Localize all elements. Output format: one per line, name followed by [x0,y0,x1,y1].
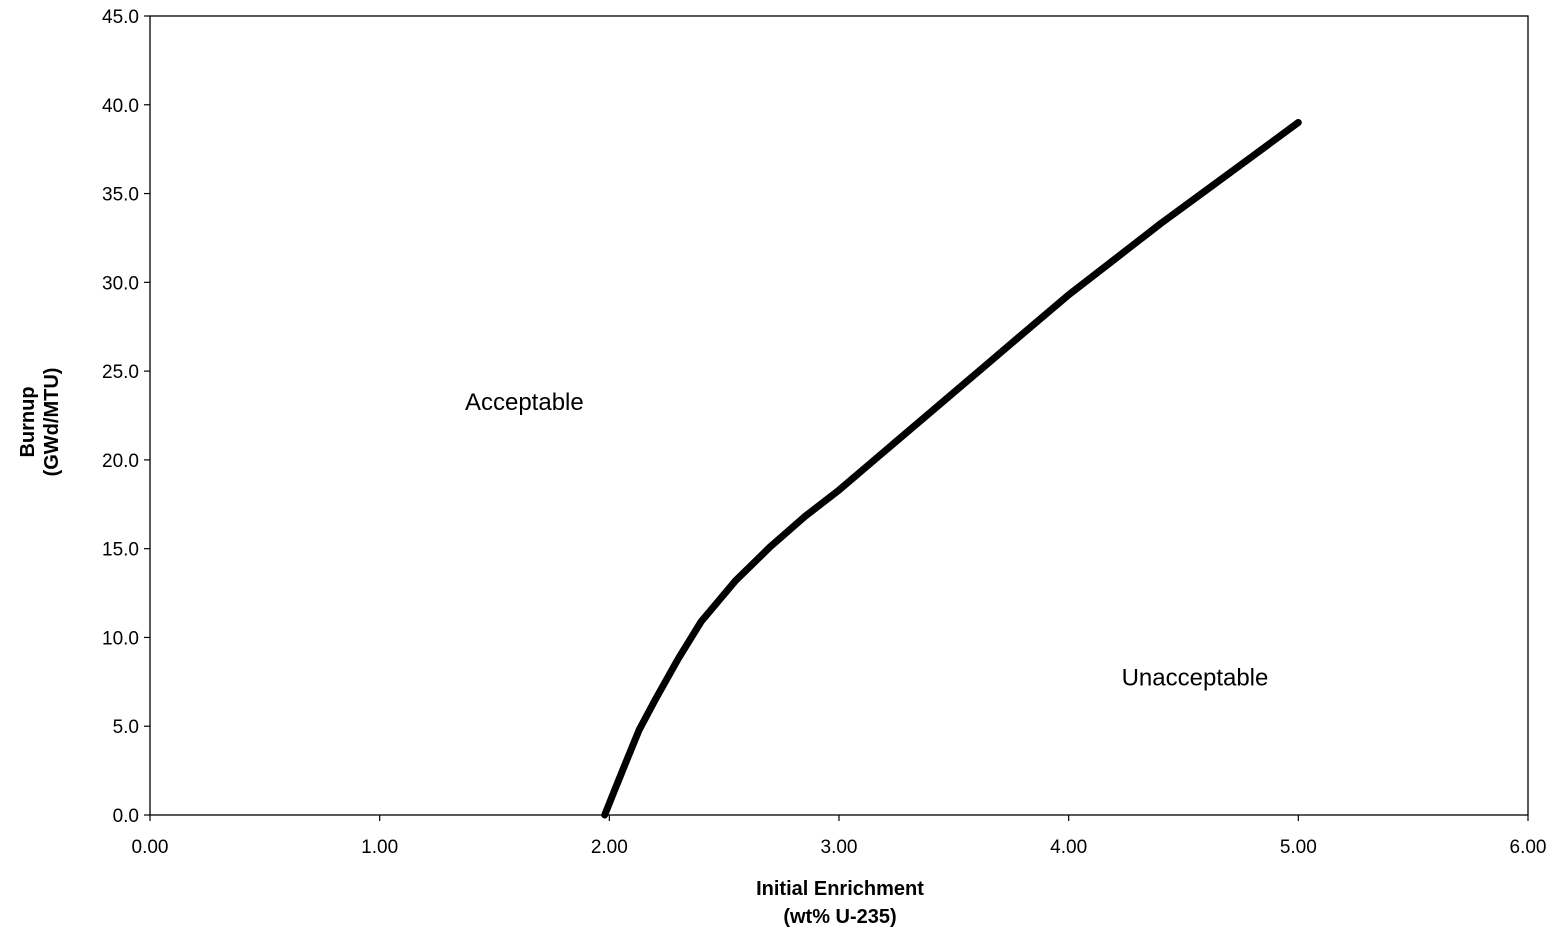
y-tick-label: 45.0 [102,7,139,28]
acceptance-limit-curve [601,119,1302,819]
x-tick-label: 4.00 [1050,837,1087,858]
region-label-acceptable: Acceptable [465,389,584,416]
region-label-unacceptable: Unacceptable [1122,664,1269,691]
x-axis: 0.00 1.00 2.00 3.00 4.00 5.00 6.00 [132,815,1547,858]
x-tick-label: 3.00 [821,837,858,858]
plot-area [149,15,1529,816]
x-tick-label: 5.00 [1280,837,1317,858]
y-tick-label: 0.0 [113,806,139,827]
y-tick-label: 40.0 [102,96,139,117]
y-tick-label: 30.0 [102,273,139,294]
y-tick-label: 5.0 [113,717,139,738]
y-tick-label: 35.0 [102,185,139,206]
x-tick-label: 2.00 [591,837,628,858]
plot-frame [149,15,1529,816]
y-axis-title-line2: (GWd/MTU) [41,368,63,477]
y-tick-label: 10.0 [102,628,139,649]
x-tick-label: 0.00 [132,837,169,858]
x-tick-label: 1.00 [361,837,398,858]
x-axis-title-line2: (wt% U-235) [783,906,896,928]
y-axis: 0.0 5.0 10.0 15.0 20.0 25.0 30.0 35.0 40.0 45.0 [102,7,150,827]
y-tick-label: 25.0 [102,362,139,383]
x-tick-label: 6.00 [1510,837,1547,858]
y-tick-label: 15.0 [102,540,139,561]
y-axis-title-line1: Burnup [17,386,39,457]
y-tick-label: 20.0 [102,451,139,472]
x-axis-title-line1: Initial Enrichment [756,878,924,900]
annotation-layer: Acceptable Unacceptable [465,389,1268,691]
series-layer [601,119,1302,819]
